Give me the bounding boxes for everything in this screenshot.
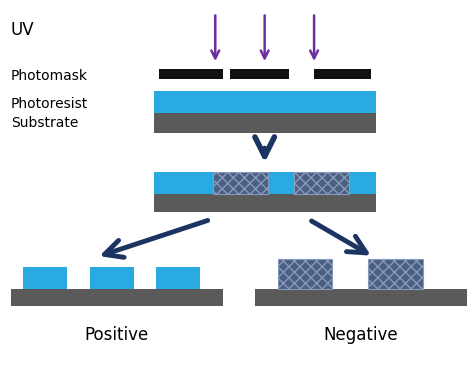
Bar [154,194,376,212]
Bar [294,172,349,194]
Text: Positive: Positive [85,326,149,344]
Bar [156,267,201,288]
Bar [159,69,223,79]
Bar [368,259,423,288]
Bar [294,172,349,194]
Bar [213,172,268,194]
Bar [277,259,332,288]
Bar [90,267,134,288]
Text: Substrate: Substrate [11,116,78,130]
Bar [255,288,467,306]
Text: Photoresist: Photoresist [11,97,88,111]
Bar [154,172,376,194]
Bar [368,259,423,288]
Text: Negative: Negative [324,326,398,344]
Bar [23,267,67,288]
Bar [154,91,376,113]
Bar [314,69,372,79]
Bar [154,113,376,133]
Bar [213,172,268,194]
Bar [277,259,332,288]
Text: UV: UV [11,21,34,39]
Text: Photomask: Photomask [11,69,88,83]
Bar [230,69,290,79]
Bar [11,288,223,306]
